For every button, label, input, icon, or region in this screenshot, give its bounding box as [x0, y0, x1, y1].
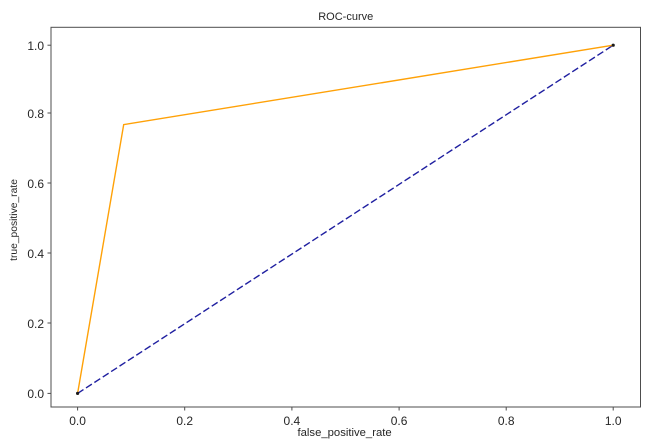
- svg-text:0.6: 0.6: [27, 177, 44, 191]
- svg-text:0.0: 0.0: [27, 387, 44, 401]
- svg-text:0.2: 0.2: [27, 317, 44, 331]
- svg-text:0.8: 0.8: [27, 107, 44, 121]
- svg-text:0.2: 0.2: [176, 414, 193, 428]
- svg-text:0.6: 0.6: [391, 414, 408, 428]
- svg-text:0.4: 0.4: [284, 414, 301, 428]
- svg-text:0.8: 0.8: [498, 414, 515, 428]
- svg-text:1.0: 1.0: [605, 414, 622, 428]
- svg-text:1.0: 1.0: [27, 39, 44, 53]
- svg-text:ROC-curve: ROC-curve: [318, 11, 373, 23]
- svg-text:0.0: 0.0: [69, 414, 86, 428]
- svg-text:false_positive_rate: false_positive_rate: [297, 427, 391, 439]
- svg-text:0.4: 0.4: [27, 247, 44, 261]
- svg-text:true_positive_rate: true_positive_rate: [9, 179, 20, 261]
